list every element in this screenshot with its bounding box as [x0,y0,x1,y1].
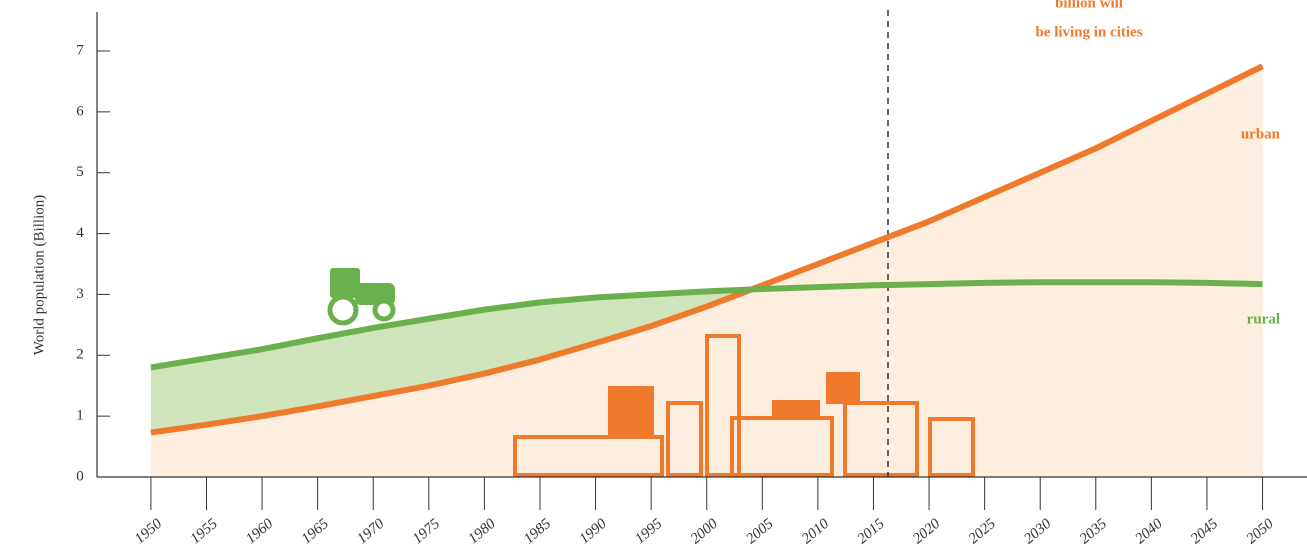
annotation: billion will [1055,0,1123,11]
x-tick-label: 1990 [577,515,611,547]
x-tick-label: 1950 [132,515,166,547]
y-tick-label: 1 [76,408,84,424]
y-tick-label: 6 [76,103,84,119]
x-tick-label: 2025 [966,515,1000,547]
x-tick-label: 2000 [688,515,722,547]
x-tick-label: 2015 [854,515,888,547]
line [150,63,1264,436]
x-tick-label: 2010 [799,515,833,547]
y-tick-label: 5 [76,164,84,180]
x-tick-label: 1985 [521,515,555,547]
area [150,66,1263,477]
y-tick-label: 2 [76,347,84,363]
line [150,279,1263,371]
y-tick-label: 0 [76,468,84,484]
x-tick-label: 2035 [1077,515,1111,547]
x-tick-label: 1965 [299,515,333,547]
y-tick-label: 7 [76,42,84,58]
x-tick-label: 1960 [243,515,277,547]
y-tick-label: 4 [76,225,84,241]
x-tick-label: 2050 [1244,515,1278,547]
tractor [327,268,396,326]
x-tick-label: 2040 [1132,515,1166,547]
legend-label: rural [1247,311,1280,327]
x-tick-label: 1975 [410,515,444,547]
x-tick-label: 2030 [1021,515,1055,547]
buildings [513,334,975,477]
x-tick-label: 1955 [187,515,221,547]
x-tick-label: 1995 [632,515,666,547]
x-tick-label: 1980 [465,515,499,547]
x-tick-label: 2005 [743,515,777,547]
y-tick-label: 3 [76,286,84,302]
y-axis-label: World population (Billion) [31,195,47,355]
x-tick-label: 2020 [910,515,944,547]
annotation: be living in cities [1035,24,1142,40]
x-tick-label: 1970 [354,515,388,547]
legend-label: urban [1241,126,1281,142]
x-tick-label: 2045 [1188,515,1222,547]
